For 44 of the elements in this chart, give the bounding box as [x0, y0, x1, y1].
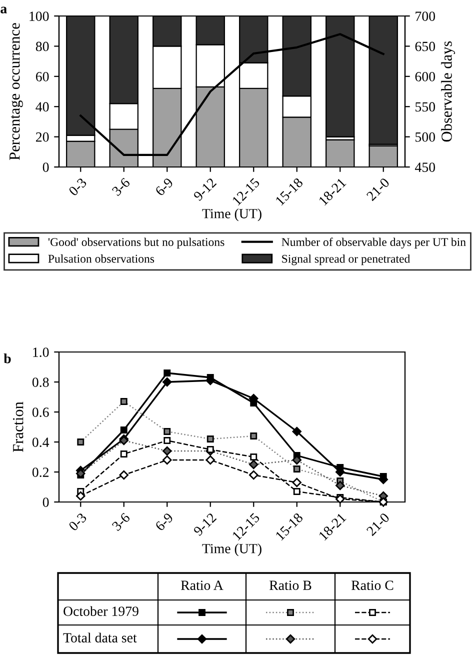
x-tick-label: 6-9	[154, 512, 174, 532]
chart-title: a	[0, 6, 7, 14]
x-tick-label: 9-12	[193, 178, 217, 202]
x-tick-label: 0-3	[68, 177, 88, 196]
text: Ratio B	[269, 580, 312, 590]
x-axis-title: Time (UT)	[202, 544, 262, 556]
y-axis-title: Percentage occurrence	[10, 23, 23, 160]
y-tick-label: 80	[36, 42, 49, 52]
y2-axis-title: Observable days	[441, 41, 456, 142]
chart-title: b	[4, 353, 11, 364]
text: Total data set	[63, 632, 137, 642]
y2-tick-label: 550	[416, 102, 436, 112]
y2-tick-label: 600	[415, 72, 436, 82]
y-tick-label: 0.8	[32, 378, 49, 388]
y-tick-label: 1.0	[33, 348, 49, 358]
x-tick-label: 3-6	[112, 177, 130, 196]
y-tick-label: 0	[42, 162, 49, 172]
x-tick-label: 6-9	[154, 177, 174, 196]
y2-tick-label: 500	[416, 132, 436, 142]
y2-tick-label: 700	[416, 12, 436, 21]
text: Ratio C	[351, 580, 394, 590]
x-tick-label: 9-12	[193, 512, 217, 536]
y-tick-label: 0.4	[32, 438, 50, 448]
legend-label: 'Good' observations but no pulsations	[48, 238, 224, 248]
y2-tick-label: 450	[414, 162, 436, 172]
x-tick-label: 3-6	[112, 512, 130, 532]
legend-label: Signal spread or penetrated	[282, 254, 410, 266]
legend-label: Pulsation observations	[48, 254, 154, 263]
y-tick-label: 0.6	[32, 408, 49, 418]
text: October 1979	[64, 606, 138, 616]
y2-tick-label: 650	[415, 42, 436, 52]
y-tick-label: 100	[30, 12, 49, 21]
y-tick-label: 60	[36, 72, 49, 82]
x-tick-label: 21-0	[366, 177, 390, 202]
legend-label: Number of observable days per UT bin	[282, 238, 466, 248]
y-axis-title: Fraction	[12, 402, 24, 452]
x-axis-title: Time (UT)	[202, 208, 262, 222]
x-tick-label: 21-0	[366, 512, 390, 536]
x-tick-label: 0-3	[68, 512, 88, 532]
y-tick-label: 0.2	[32, 468, 49, 478]
text: Ratio A	[180, 580, 224, 590]
y-tick-label: 20	[36, 132, 49, 142]
y-tick-label: 40	[36, 102, 49, 112]
y-tick-label: 0	[42, 498, 49, 507]
